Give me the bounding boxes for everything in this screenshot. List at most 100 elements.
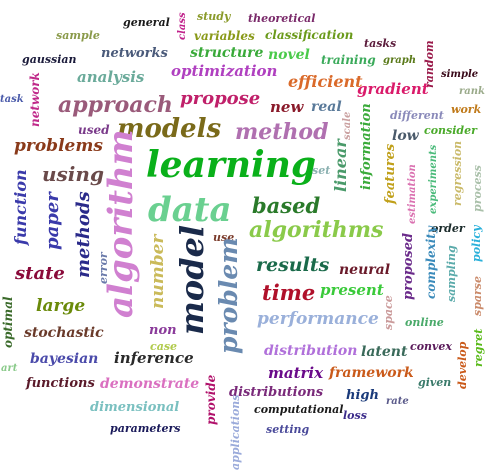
word-networks: networks xyxy=(101,46,168,61)
word-setting: setting xyxy=(266,423,310,436)
word-efficient: efficient xyxy=(288,72,363,91)
word-framework: framework xyxy=(329,365,414,381)
word-real: real xyxy=(311,99,342,115)
word-problems: problems xyxy=(14,136,103,156)
word-general: general xyxy=(123,16,170,29)
word-complexity: complexity xyxy=(424,226,438,299)
word-method: method xyxy=(235,119,329,145)
word-algorithm: algorithm xyxy=(101,129,141,318)
word-present: present xyxy=(320,281,384,299)
word-online: online xyxy=(405,316,444,329)
word-develop: develop xyxy=(456,341,469,389)
word-using: using xyxy=(42,162,104,186)
word-number: number xyxy=(148,234,168,309)
word-propose: propose xyxy=(180,88,261,109)
word-scale: scale xyxy=(342,111,353,140)
word-training: training xyxy=(321,53,376,67)
word-case: case xyxy=(150,340,178,353)
word-applications: applications xyxy=(229,394,242,470)
word-linear: linear xyxy=(331,139,350,192)
word-sample: sample xyxy=(56,29,100,42)
word-paper: paper xyxy=(42,192,63,250)
word-policy: policy xyxy=(470,225,483,262)
word-analysis: analysis xyxy=(77,68,145,86)
word-study: study xyxy=(197,10,231,23)
word-tasks: tasks xyxy=(364,37,397,50)
word-gaussian: gaussian xyxy=(22,53,77,66)
word-different: different xyxy=(390,109,444,122)
word-class: class xyxy=(177,12,188,40)
word-learning: learning xyxy=(146,144,317,186)
word-problem: problem xyxy=(214,237,243,354)
word-bayesian: bayesian xyxy=(30,351,99,367)
word-optimal: optimal xyxy=(1,296,15,348)
word-information: information xyxy=(359,103,374,190)
word-matrix: matrix xyxy=(268,364,324,382)
word-inference: inference xyxy=(114,349,194,367)
word-sampling: sampling xyxy=(445,245,458,302)
word-graph: graph xyxy=(383,55,417,66)
word-consider: consider xyxy=(424,124,477,137)
word-distribution: distribution xyxy=(264,343,358,359)
word-set: set xyxy=(312,164,331,177)
word-non: non xyxy=(149,323,177,338)
word-function: function xyxy=(11,169,30,245)
word-methods: methods xyxy=(73,191,94,278)
word-distributions: distributions xyxy=(229,385,324,400)
word-work: work xyxy=(451,103,482,116)
word-results: results xyxy=(256,254,330,276)
word-used: used xyxy=(78,123,110,137)
word-regret: regret xyxy=(472,328,485,367)
word-algorithms: algorithms xyxy=(249,217,384,243)
word-rate: rate xyxy=(386,396,409,407)
word-simple: simple xyxy=(441,69,479,80)
word-large: large xyxy=(36,296,86,316)
word-performance: performance xyxy=(257,309,379,329)
word-given: given xyxy=(418,376,452,389)
word-provide: provide xyxy=(204,374,218,425)
word-models: models xyxy=(117,114,222,144)
word-theoretical: theoretical xyxy=(248,12,316,25)
word-new: new xyxy=(270,98,304,116)
word-regression: regression xyxy=(451,140,464,206)
word-variables: variables xyxy=(194,29,255,43)
word-parameters: parameters xyxy=(110,422,181,435)
word-space: space xyxy=(382,295,395,330)
word-based: based xyxy=(252,193,321,218)
word-data: data xyxy=(148,190,232,230)
word-neural: neural xyxy=(339,262,391,278)
word-state: state xyxy=(15,263,65,284)
word-classification: classification xyxy=(265,28,354,42)
word-convex: convex xyxy=(410,340,452,353)
word-proposed: proposed xyxy=(401,232,416,300)
word-art: art xyxy=(1,363,18,374)
word-model: model xyxy=(173,224,211,335)
word-task: task xyxy=(0,94,24,105)
word-error: error xyxy=(97,252,110,284)
word-dimensional: dimensional xyxy=(90,400,180,415)
word-demonstrate: demonstrate xyxy=(100,376,200,392)
word-process: process xyxy=(471,165,484,212)
word-estimation: estimation xyxy=(407,164,418,224)
word-stochastic: stochastic xyxy=(24,325,104,341)
word-optimization: optimization xyxy=(171,62,278,80)
word-latent: latent xyxy=(361,344,408,360)
word-computational: computational xyxy=(254,403,344,416)
word-order: order xyxy=(431,222,465,235)
word-high: high xyxy=(346,388,379,403)
word-structure: structure xyxy=(190,45,264,61)
word-approach: approach xyxy=(58,92,173,118)
word-rank: rank xyxy=(459,86,485,97)
word-low: low xyxy=(392,128,419,144)
word-use: use xyxy=(213,231,235,244)
word-sparse: sparse xyxy=(471,276,484,316)
word-functions: functions xyxy=(26,376,95,391)
word-novel: novel xyxy=(268,47,310,63)
word-experiments: experiments xyxy=(428,144,439,214)
word-features: features xyxy=(383,143,398,204)
word-loss: loss xyxy=(343,409,367,422)
word-time: time xyxy=(262,280,316,305)
word-network: network xyxy=(28,72,42,127)
word-gradient: gradient xyxy=(357,80,429,98)
